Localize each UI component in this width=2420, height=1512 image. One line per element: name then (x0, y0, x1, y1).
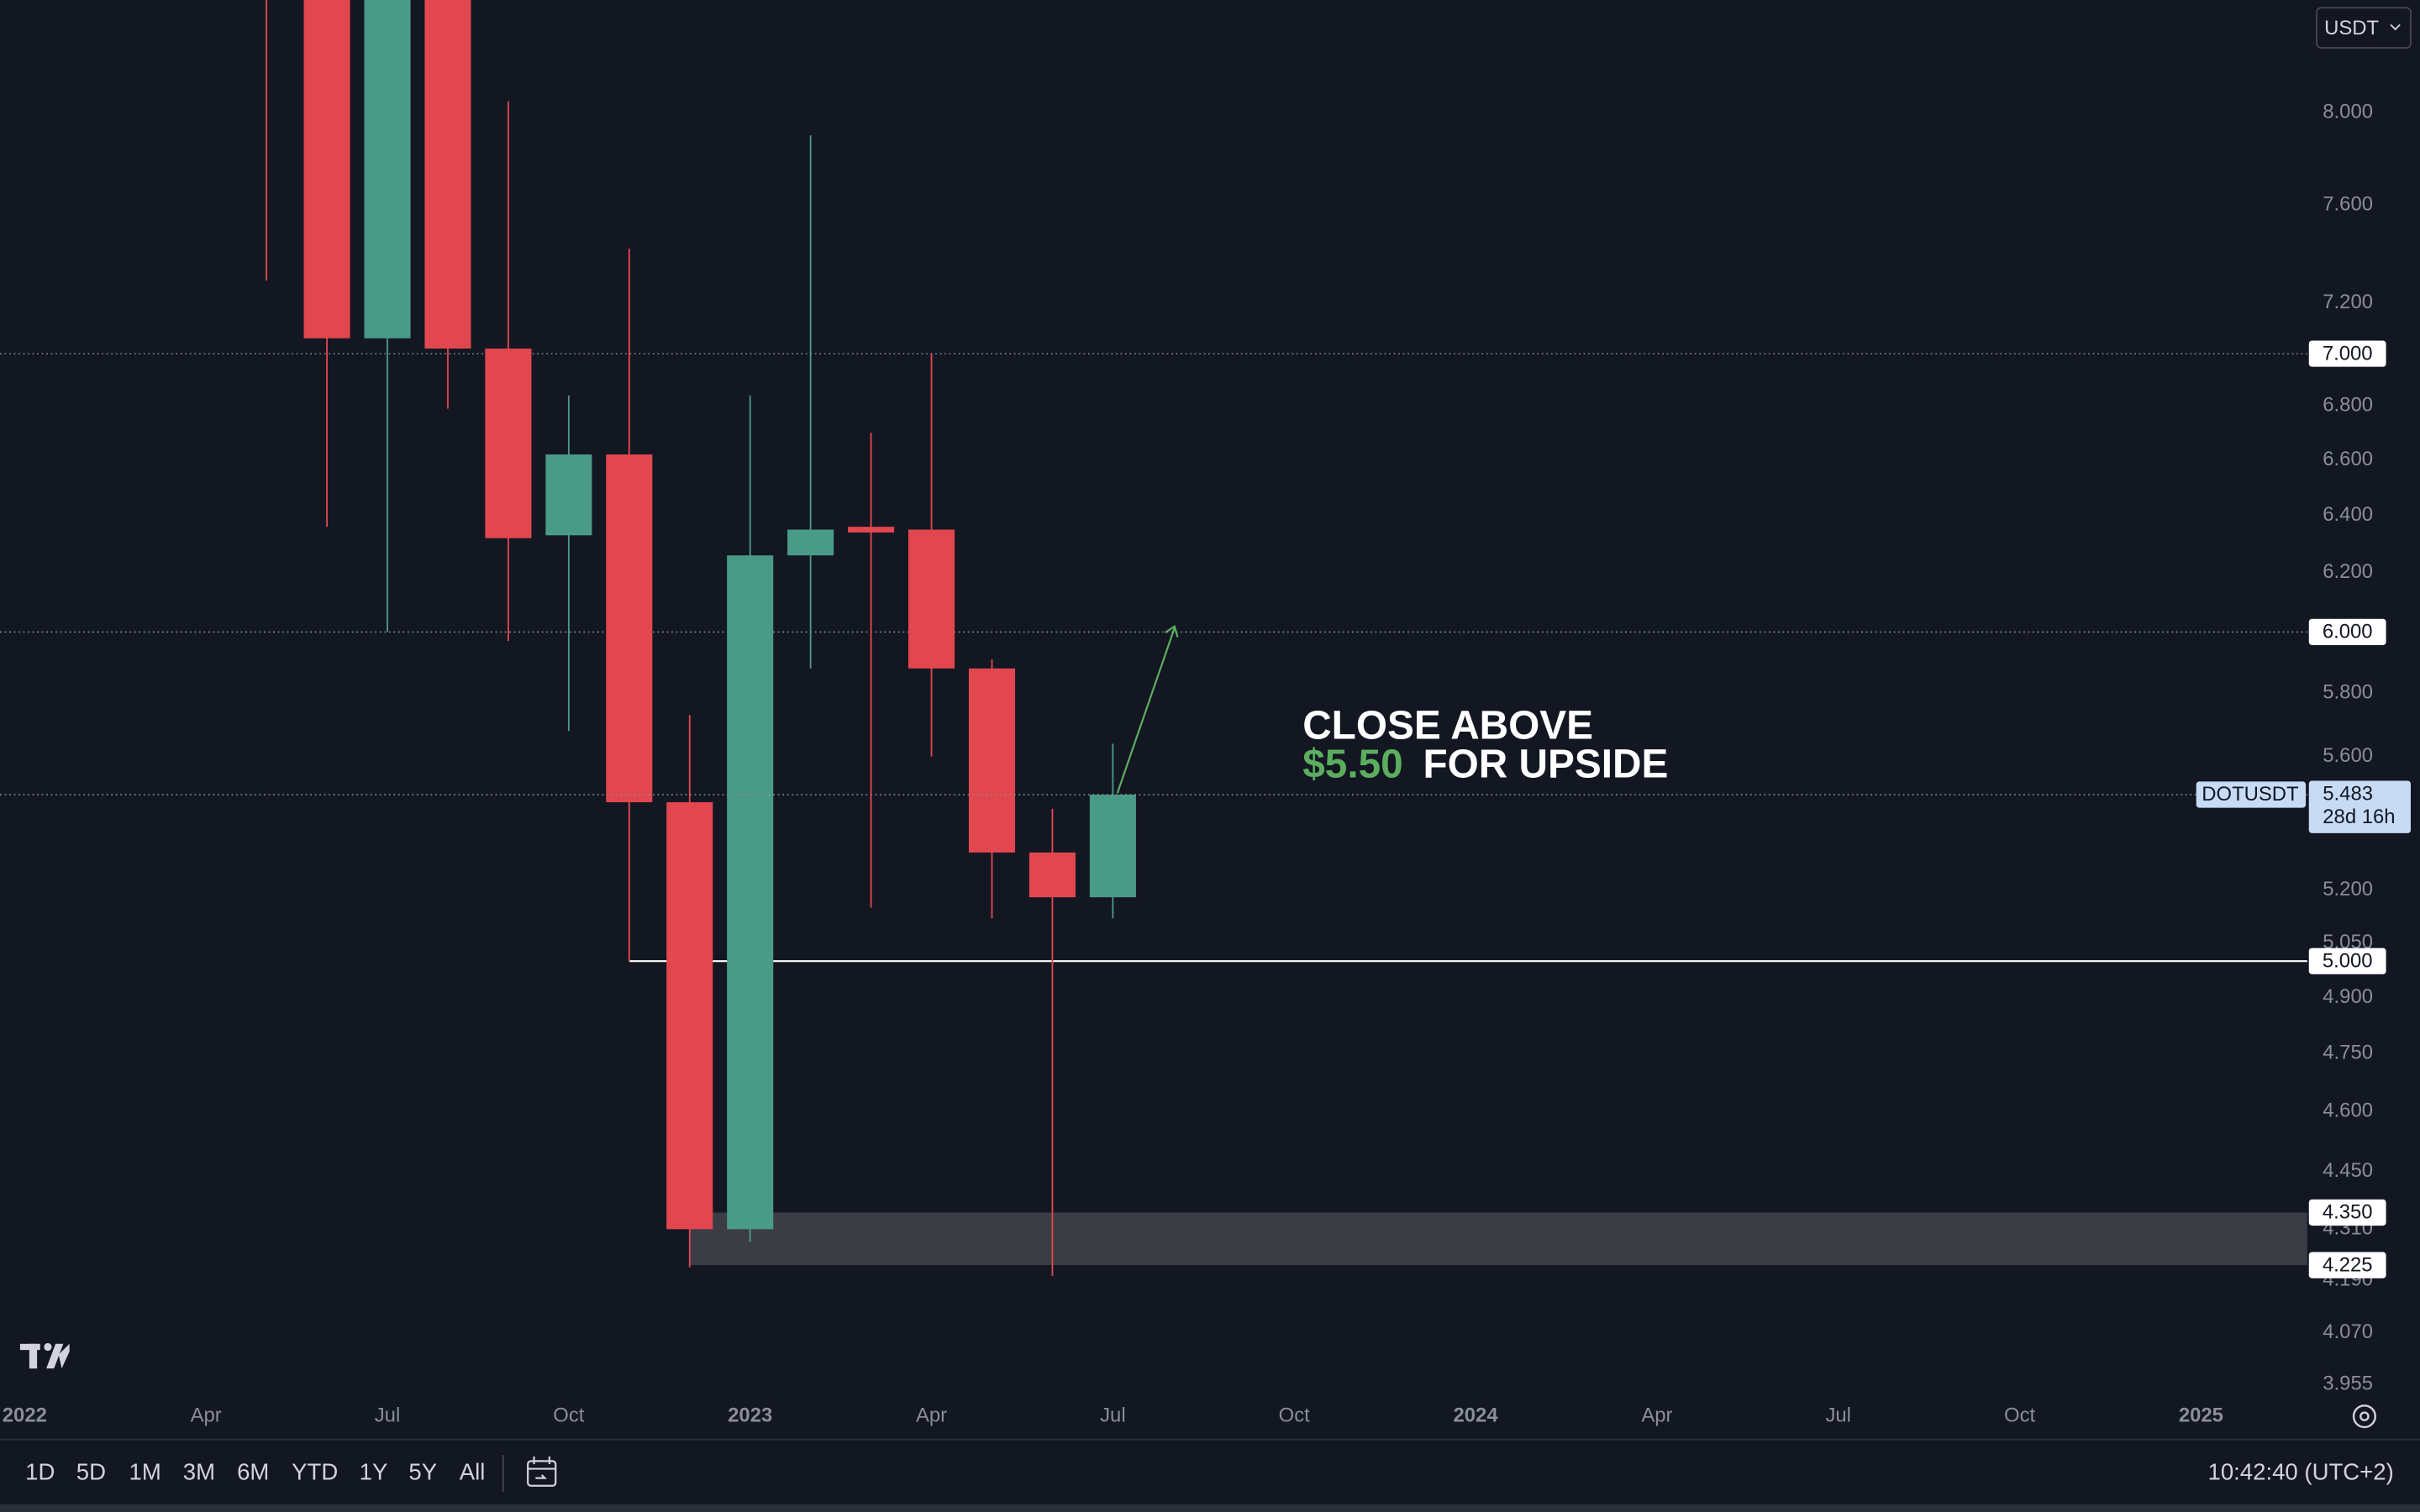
x-tick-label: Oct (2004, 1404, 2035, 1426)
candle-body (606, 454, 653, 803)
candle-body (666, 802, 713, 1230)
x-tick-label: Apr (191, 1404, 222, 1426)
symbol-badge (2196, 781, 2307, 808)
candle-body (787, 529, 834, 556)
price-axis: 8.000 7.600 7.200 6.800 6.600 6.400 6.200 5.800… (2196, 100, 2411, 1394)
x-tick-label: Oct (553, 1404, 584, 1426)
x-tick-label: 2022 (3, 1404, 47, 1426)
candle-body (1089, 795, 1136, 898)
range-button[interactable]: 5D (76, 1458, 106, 1484)
y-tick-label: 7.200 (2323, 291, 2373, 313)
date-range-button[interactable] (527, 1456, 557, 1487)
y-tick-label: 3.955 (2323, 1372, 2373, 1394)
range-button[interactable]: 6M (237, 1458, 269, 1484)
candle-body (485, 348, 532, 538)
candle-body (303, 0, 350, 339)
x-tick-label: Jul (375, 1404, 401, 1426)
y-tick-label: 4.600 (2323, 1100, 2373, 1122)
range-button[interactable]: 1Y (360, 1458, 388, 1484)
y-tick-label: 5.600 (2323, 744, 2373, 767)
last-price-badge (2308, 780, 2411, 833)
currency-label: USDT (2324, 17, 2379, 39)
price-badge-label: 6.000 (2323, 621, 2373, 643)
y-tick-label: 6.600 (2323, 448, 2373, 470)
arrow-drawing (1116, 624, 1179, 794)
candle-body (908, 529, 955, 669)
range-button[interactable]: YTD (292, 1458, 338, 1484)
price-badge-label: 4.225 (2323, 1253, 2373, 1276)
plot-area (0, 0, 2307, 1276)
range-button[interactable]: 5Y (408, 1458, 437, 1484)
x-tick-label: Jul (1100, 1404, 1125, 1426)
y-tick-label: 8.000 (2323, 100, 2373, 123)
annotation-text: CLOSE ABOVE (1302, 704, 1593, 748)
price-badge-label: 7.000 (2323, 342, 2373, 365)
time-axis: 2022 Apr Jul Oct 2023 Apr Jul Oct 2024 Apr Jul Oct 2… (3, 1404, 2223, 1426)
range-button[interactable]: 1D (25, 1458, 55, 1484)
toolbar: 1D 5D 1M 3M 6M YTD 1Y 5Y All (25, 1458, 485, 1484)
zone (689, 1212, 2307, 1266)
y-tick-label: 4.070 (2323, 1320, 2373, 1343)
candle-body (364, 0, 411, 339)
x-tick-label: 2025 (2179, 1404, 2223, 1426)
price-badge (2308, 948, 2386, 974)
y-tick-label: 4.450 (2323, 1159, 2373, 1182)
clock: 10:42:40 (UTC+2) (2208, 1458, 2394, 1484)
candle-body (545, 454, 592, 536)
y-tick-label: 7.600 (2323, 193, 2373, 216)
y-tick-label: 5.800 (2323, 681, 2373, 704)
x-tick-label: Apr (916, 1404, 947, 1426)
price-badge-label: 5.000 (2323, 949, 2373, 972)
y-tick-label: 4.900 (2323, 985, 2373, 1008)
x-tick-label: 2023 (728, 1404, 772, 1426)
logo (19, 1342, 70, 1369)
countdown-label: 28d 16h (2323, 806, 2395, 828)
candle-body (848, 527, 895, 533)
currency-dropdown[interactable]: USDT (2316, 7, 2412, 49)
last-price-label: 5.483 (2323, 782, 2373, 805)
candle-body (968, 668, 1016, 853)
settings-button[interactable] (2352, 1404, 2376, 1429)
range-button[interactable]: 3M (183, 1458, 215, 1484)
price-badge-label: 4.350 (2323, 1201, 2373, 1224)
price-badge (2308, 340, 2386, 367)
price-badge (2308, 618, 2386, 645)
range-button[interactable]: All (460, 1458, 486, 1484)
y-tick-label: 6.400 (2323, 503, 2373, 526)
bottom-strip (0, 1504, 2420, 1512)
x-tick-label: Apr (1641, 1404, 1672, 1426)
y-tick-label: 5.200 (2323, 878, 2373, 900)
candle-body (727, 555, 774, 1230)
price-badge (2308, 1252, 2386, 1278)
x-tick-label: Jul (1825, 1404, 1851, 1426)
annotation-price: $5.50 (1302, 742, 1403, 786)
y-tick-label: 6.800 (2323, 394, 2373, 417)
symbol-label: DOTUSDT (2202, 783, 2299, 806)
candle-body (1028, 852, 1076, 898)
x-tick-label: 2024 (1454, 1404, 1499, 1426)
y-tick-label: 6.200 (2323, 560, 2373, 583)
y-tick-label: 4.750 (2323, 1042, 2373, 1064)
range-button[interactable]: 1M (129, 1458, 161, 1484)
price-badge (2308, 1199, 2386, 1226)
x-tick-label: Oct (1279, 1404, 1310, 1426)
annotation-text: FOR UPSIDE (1423, 742, 1668, 786)
candle-body (424, 0, 471, 349)
